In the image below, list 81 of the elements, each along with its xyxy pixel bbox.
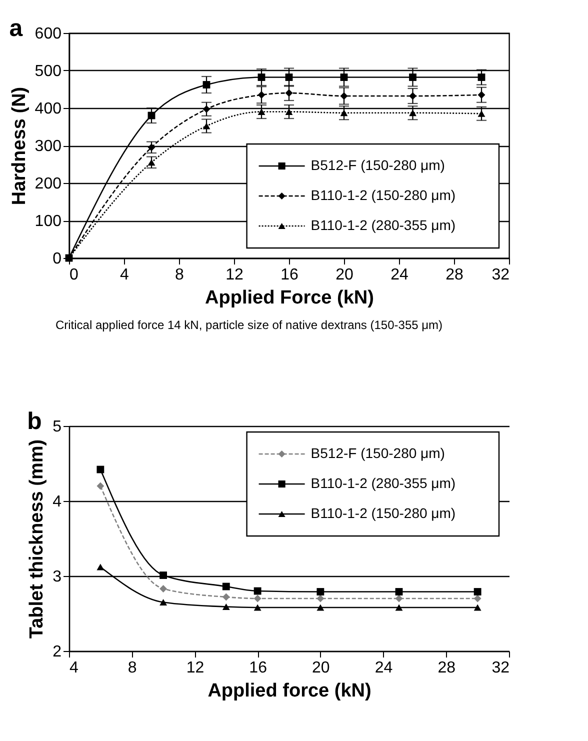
point xyxy=(316,604,324,611)
point xyxy=(222,593,230,601)
x-tick-label: 24 xyxy=(390,266,408,284)
point xyxy=(474,588,482,596)
point xyxy=(478,74,486,81)
y-axis-title: Tablet thickness (mm) xyxy=(26,439,48,639)
point xyxy=(254,587,262,595)
y-tick-label: 100 xyxy=(34,213,62,230)
y-tick-label: 2 xyxy=(52,644,62,660)
point xyxy=(340,110,348,116)
point xyxy=(148,159,156,166)
point xyxy=(160,599,167,606)
point xyxy=(409,74,416,81)
y-tick-label: 500 xyxy=(34,63,62,80)
x-tick-label: 12 xyxy=(186,660,204,676)
x-tick-label: 16 xyxy=(280,266,298,284)
point xyxy=(202,105,210,113)
point xyxy=(316,588,324,596)
y-tick-label: 200 xyxy=(34,176,62,192)
point xyxy=(478,110,486,117)
point xyxy=(285,74,293,81)
x-tick-label: 28 xyxy=(446,266,464,284)
point xyxy=(254,604,262,611)
point xyxy=(285,89,293,97)
legend-label: B110-1-2 (150-280 μm) xyxy=(310,187,456,203)
point xyxy=(96,466,104,474)
legend-label: B110-1-2 (280-355 μm) xyxy=(310,217,456,233)
point xyxy=(222,604,230,610)
point xyxy=(96,564,104,570)
point xyxy=(202,81,210,88)
y-tick-label: 4 xyxy=(52,494,62,510)
x-tick-label: 8 xyxy=(175,266,184,284)
y-tick-label: 300 xyxy=(34,138,62,155)
x-tick-label: 16 xyxy=(249,660,268,676)
y-axis-title: Hardness (N) xyxy=(8,86,30,206)
point xyxy=(254,594,262,602)
y-tick-label: 0 xyxy=(52,250,62,268)
x-tick-label: 8 xyxy=(128,660,137,676)
point xyxy=(395,604,403,611)
point xyxy=(395,594,403,602)
legend-label: B512-F (150-280 μm) xyxy=(310,445,445,461)
point xyxy=(474,594,482,602)
point xyxy=(96,482,104,490)
x-axis-title: Applied force (kN) xyxy=(208,680,372,702)
point xyxy=(409,110,416,116)
point xyxy=(285,108,293,115)
point xyxy=(340,74,348,81)
x-tick-label: 12 xyxy=(226,266,244,284)
legend-label: B110-1-2 (280-355 μm) xyxy=(310,475,456,491)
x-tick-label: 4 xyxy=(120,266,130,284)
x-tick-label: 28 xyxy=(438,660,456,676)
point xyxy=(258,108,266,115)
point xyxy=(258,91,266,99)
point xyxy=(340,92,348,100)
point xyxy=(148,144,156,152)
point xyxy=(474,604,482,611)
x-tick-label: 20 xyxy=(336,266,354,284)
point xyxy=(160,585,167,592)
point xyxy=(478,91,486,99)
x-tick-label: 32 xyxy=(492,266,510,284)
x-tick-label: 32 xyxy=(492,660,510,676)
point xyxy=(202,122,210,130)
legend-label: B512-F (150-280 μm) xyxy=(310,157,445,173)
y-tick-label: 3 xyxy=(52,568,62,586)
x-tick-label: 24 xyxy=(374,660,393,676)
point xyxy=(160,572,167,579)
point xyxy=(395,588,403,596)
text: Critical applied force 14 kN, particle size of native dextrans (150-355 μm) xyxy=(55,318,443,332)
point xyxy=(222,582,230,590)
x-tick-label: 0 xyxy=(70,266,78,284)
chart-title: b xyxy=(27,408,42,435)
x-tick-label: 20 xyxy=(312,660,330,676)
y-tick-label: 5 xyxy=(52,418,62,436)
x-tick-label: 4 xyxy=(70,660,78,676)
x-axis-title: Applied Force (kN) xyxy=(205,288,374,308)
y-tick-label: 600 xyxy=(34,26,62,42)
point xyxy=(316,594,324,602)
point xyxy=(258,74,266,81)
y-tick-label: 400 xyxy=(34,100,62,118)
legend-label: B110-1-2 (150-280 μm) xyxy=(310,505,456,521)
chart-title: a xyxy=(9,15,24,42)
